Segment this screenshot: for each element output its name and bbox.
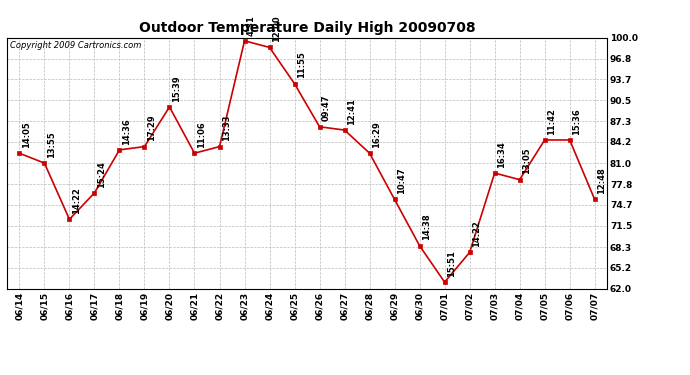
Title: Outdoor Temperature Daily High 20090708: Outdoor Temperature Daily High 20090708 bbox=[139, 21, 475, 35]
Text: 15:51: 15:51 bbox=[447, 250, 456, 277]
Text: 13:05: 13:05 bbox=[522, 148, 531, 174]
Text: 14:05: 14:05 bbox=[22, 121, 31, 148]
Text: 09:47: 09:47 bbox=[322, 95, 331, 122]
Text: 12:00: 12:00 bbox=[272, 15, 281, 42]
Text: 11:42: 11:42 bbox=[547, 108, 556, 135]
Text: 15:36: 15:36 bbox=[572, 108, 581, 135]
Text: 10:47: 10:47 bbox=[397, 168, 406, 194]
Text: 13:55: 13:55 bbox=[47, 131, 56, 158]
Text: 4:31: 4:31 bbox=[247, 15, 256, 36]
Text: 14:38: 14:38 bbox=[422, 214, 431, 240]
Text: 14:36: 14:36 bbox=[122, 118, 131, 145]
Text: 14:22: 14:22 bbox=[72, 187, 81, 214]
Text: 15:39: 15:39 bbox=[172, 75, 181, 102]
Text: 16:34: 16:34 bbox=[497, 141, 506, 168]
Text: 11:06: 11:06 bbox=[197, 121, 206, 148]
Text: 12:48: 12:48 bbox=[598, 168, 607, 194]
Text: 14:22: 14:22 bbox=[472, 220, 481, 247]
Text: 12:41: 12:41 bbox=[347, 98, 356, 125]
Text: 13:33: 13:33 bbox=[222, 115, 231, 141]
Text: 11:55: 11:55 bbox=[297, 52, 306, 78]
Text: 17:29: 17:29 bbox=[147, 115, 156, 141]
Text: 16:29: 16:29 bbox=[372, 121, 381, 148]
Text: Copyright 2009 Cartronics.com: Copyright 2009 Cartronics.com bbox=[10, 41, 141, 50]
Text: 15:24: 15:24 bbox=[97, 161, 106, 188]
